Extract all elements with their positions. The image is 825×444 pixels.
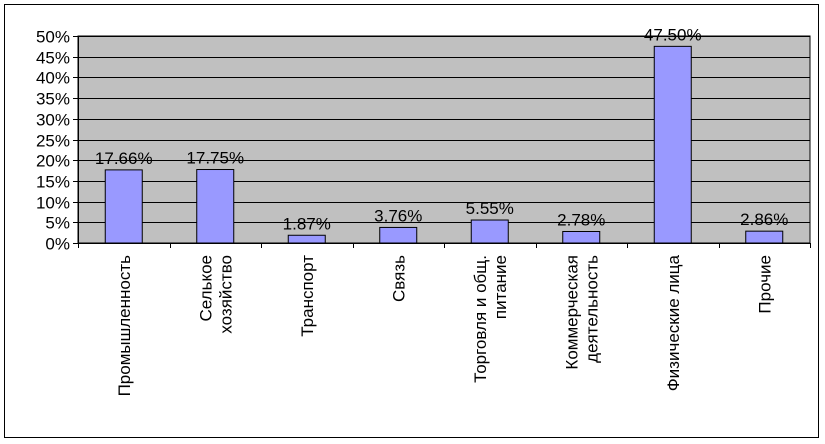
data-label: 17.66% <box>95 149 153 168</box>
category-label: Связь <box>389 255 408 302</box>
category-label-line: деятельность <box>582 255 601 363</box>
category-label-line: хозяйство <box>216 255 235 334</box>
y-tick-label: 35% <box>36 90 70 109</box>
data-label: 3.76% <box>374 206 422 225</box>
y-tick-label: 5% <box>45 214 70 233</box>
bar <box>287 234 326 244</box>
y-tick-label: 25% <box>36 132 70 151</box>
data-label: 2.86% <box>740 210 788 229</box>
y-tick-label: 20% <box>36 152 70 171</box>
bar <box>196 169 235 244</box>
category-label-line: Прочие <box>755 255 774 314</box>
y-tick-label: 30% <box>36 111 70 130</box>
bar <box>104 169 143 244</box>
bar <box>745 230 784 244</box>
data-label: 1.87% <box>283 214 331 233</box>
data-label: 17.75% <box>186 149 244 168</box>
category-label-line: Промышленность <box>115 255 134 397</box>
category-label: Физические лица <box>664 254 683 391</box>
bar <box>653 45 692 244</box>
category-label: Торговля и общ. питание <box>471 255 510 383</box>
category-label-line: Физические лица <box>664 254 683 391</box>
category-label: Прочие <box>755 255 774 314</box>
y-tick-label: 50% <box>36 28 70 47</box>
y-tick-label: 10% <box>36 194 70 213</box>
category-label: Коммерческая деятельность <box>562 255 601 370</box>
plot-area <box>77 35 811 244</box>
category-label: Транспорт <box>298 255 317 337</box>
category-label: Промышленность <box>115 255 134 397</box>
data-label: 2.78% <box>557 210 605 229</box>
data-label: 5.55% <box>466 199 514 218</box>
category-label-line: Коммерческая <box>562 255 581 370</box>
y-tick-label: 15% <box>36 173 70 192</box>
category-label-line: Торговля и общ. <box>471 255 490 383</box>
bar <box>470 219 509 244</box>
bar <box>562 230 601 244</box>
data-label: 47.50% <box>644 25 702 44</box>
y-tick-label: 0% <box>45 235 70 254</box>
category-label-line: Связь <box>389 255 408 302</box>
category-label-line: питание <box>491 255 510 319</box>
category-label-line: Транспорт <box>298 255 317 337</box>
y-tick-label: 40% <box>36 69 70 88</box>
y-tick-label: 45% <box>36 49 70 68</box>
category-label-line: Селькое <box>196 255 215 321</box>
bar <box>379 226 418 244</box>
category-label: Селькое хозяйство <box>196 255 235 334</box>
